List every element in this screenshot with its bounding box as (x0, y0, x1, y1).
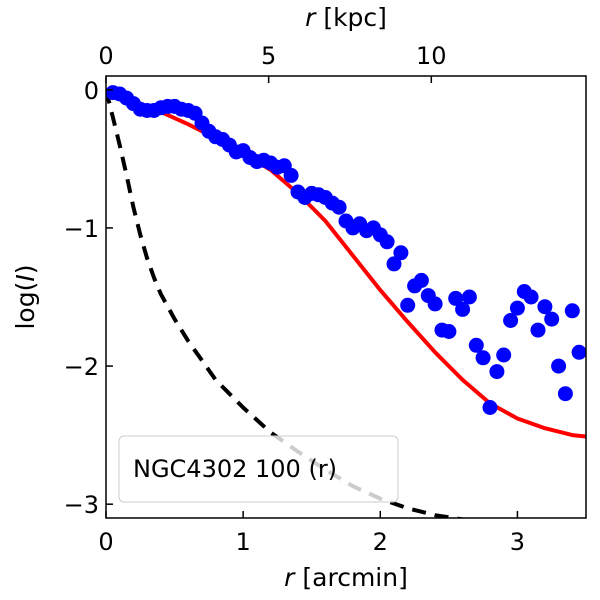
observed-point (393, 245, 409, 261)
observed-point (448, 290, 464, 306)
observed-point (571, 344, 586, 360)
observed-point (455, 301, 471, 317)
observed-point (283, 167, 299, 183)
x-axis-title: r [arcmin] (284, 563, 408, 592)
observed-point (489, 364, 505, 380)
observed-point (475, 350, 491, 366)
model-line (106, 93, 586, 439)
observed-point (461, 289, 477, 305)
observed-point (537, 299, 553, 315)
plot-frame (105, 75, 587, 519)
observed-point (503, 313, 519, 328)
y-tick-label: −3 (64, 491, 99, 519)
x-tick-label: 3 (510, 528, 525, 556)
observed-point (496, 347, 512, 363)
legend-label: NGC4302 100 (r) (133, 455, 337, 483)
legend-box (118, 435, 399, 503)
observed-point (386, 256, 402, 272)
top-x-tick-label: 10 (416, 42, 447, 70)
top-x-tick-label: 0 (98, 42, 113, 70)
observed-point (331, 199, 347, 215)
observed-point (557, 386, 573, 402)
top-x-tick-label: 5 (261, 42, 276, 70)
observed-point (427, 296, 443, 312)
y-axis-title: log(I) (11, 264, 40, 329)
observed-point (379, 234, 395, 250)
y-tick-label: 0 (84, 77, 99, 105)
observed-point (468, 337, 484, 353)
x-tick-label: 1 (236, 528, 251, 556)
observed-point (413, 272, 429, 288)
observed-point (523, 289, 539, 305)
y-tick-label: −2 (64, 353, 99, 381)
legend: NGC4302 100 (r) (118, 435, 399, 503)
observed-point (441, 324, 457, 339)
observed-point (551, 358, 567, 374)
x-tick-label: 0 (98, 528, 113, 556)
observed-point (544, 311, 560, 327)
observed-point (509, 300, 525, 316)
observed-point (400, 297, 416, 313)
observed-point (530, 322, 546, 338)
y-tick-label: −1 (64, 215, 99, 243)
observed-point (482, 400, 498, 415)
observed-point (564, 303, 580, 319)
top-x-axis-title: r [kpc] (305, 3, 387, 32)
x-tick-label: 2 (373, 528, 388, 556)
